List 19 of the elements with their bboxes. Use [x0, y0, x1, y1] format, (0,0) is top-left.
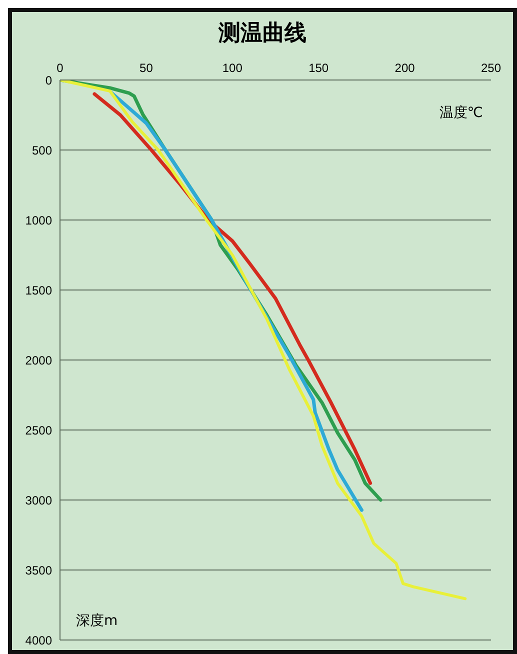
- x-tick-label: 150: [308, 61, 329, 75]
- y-tick-label: 1500: [25, 283, 52, 298]
- y-tick-label: 500: [32, 143, 52, 158]
- y-tick-label: 4000: [25, 633, 52, 648]
- line-series: [60, 80, 467, 600]
- x-tick-label: 50: [140, 61, 154, 75]
- y-tick-label: 3000: [25, 493, 52, 508]
- y-tick-label: 2000: [25, 353, 52, 368]
- y-tick-label: 2500: [25, 423, 52, 438]
- y-tick-label: 1000: [25, 213, 52, 228]
- y-tick-label: 3500: [25, 563, 52, 578]
- y-tick-label: 0: [45, 73, 52, 88]
- x-axis-title: 温度℃: [439, 104, 483, 122]
- x-tick-label: 200: [394, 61, 416, 75]
- x-tick-label: 250: [480, 61, 502, 75]
- y-axis-title: 深度m: [76, 612, 118, 630]
- x-tick-label: 0: [56, 61, 64, 75]
- x-tick-label: 100: [222, 61, 243, 75]
- chart-title: 测温曲线: [217, 20, 308, 48]
